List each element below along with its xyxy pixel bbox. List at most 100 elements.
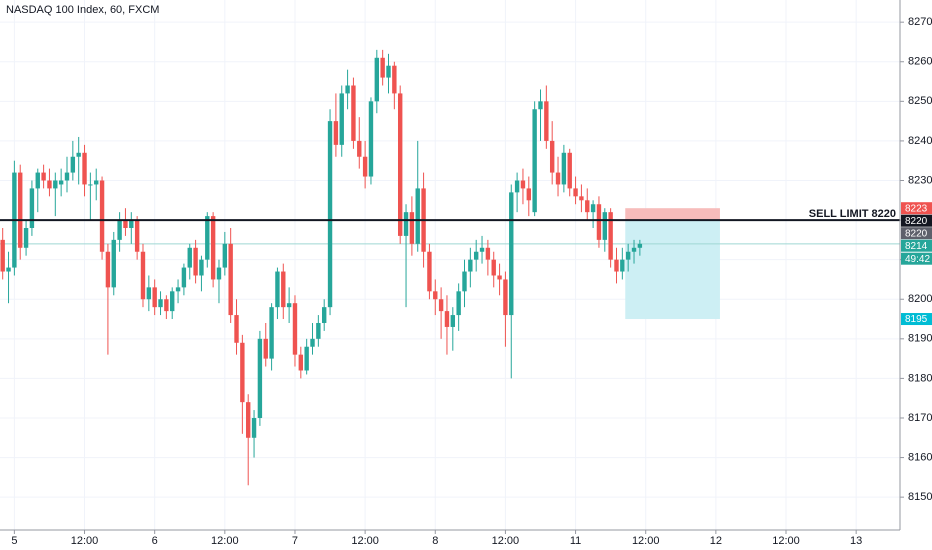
candle-body xyxy=(497,275,502,280)
candle-body xyxy=(304,346,309,371)
candle-body xyxy=(468,259,473,272)
candle-body xyxy=(567,152,572,189)
price-label: 8195 xyxy=(905,314,928,325)
candle-body xyxy=(99,180,105,252)
candle-body xyxy=(485,247,491,260)
plot-area: SELL LIMIT 8220 xyxy=(0,49,900,486)
x-tick-label: 11 xyxy=(570,535,581,547)
candle-body xyxy=(275,271,280,308)
price-label-box xyxy=(901,214,932,227)
countdown-box xyxy=(901,252,932,265)
candle-body xyxy=(41,172,46,181)
x-tick-label: 12:00 xyxy=(772,535,800,547)
candle-body xyxy=(322,307,327,323)
candle-body xyxy=(82,152,87,185)
y-tick-label: 8240 xyxy=(908,135,932,147)
candle-body xyxy=(444,311,450,327)
y-tick-label: 8180 xyxy=(908,372,932,384)
candle-body xyxy=(392,65,397,94)
candle-body xyxy=(129,220,134,228)
candle-body xyxy=(579,196,584,201)
candle-body xyxy=(409,212,415,244)
candle-body xyxy=(362,156,368,177)
candle-body xyxy=(88,184,93,186)
y-tick-label: 8230 xyxy=(908,174,932,186)
candle-body xyxy=(146,287,152,300)
candle-body xyxy=(170,291,175,312)
candle-body xyxy=(380,57,385,78)
candle-body xyxy=(596,204,602,240)
candle-body xyxy=(532,109,537,213)
candle-body xyxy=(310,338,315,347)
x-tick-label: 12 xyxy=(710,535,722,547)
y-tick-label: 8160 xyxy=(908,451,932,463)
candle-body xyxy=(0,239,5,272)
candle-body xyxy=(479,247,485,252)
candle-body xyxy=(509,192,514,316)
candle-body xyxy=(614,259,619,272)
candle-body xyxy=(251,417,257,438)
candle-body xyxy=(29,188,35,228)
stop-zone xyxy=(625,208,720,221)
y-tick-label: 8200 xyxy=(908,293,932,305)
y-tick-label: 8150 xyxy=(908,491,932,503)
x-tick-label: 5 xyxy=(11,535,17,547)
candle-body xyxy=(117,220,122,240)
price-label-box xyxy=(901,313,932,326)
candle-body xyxy=(47,180,52,189)
candle-body xyxy=(292,303,298,355)
x-tick-label: 12:00 xyxy=(71,535,99,547)
candle-body xyxy=(269,307,274,359)
candle-body xyxy=(503,279,508,316)
candle-body xyxy=(538,101,543,110)
candle-body xyxy=(403,212,409,236)
candle-body xyxy=(263,338,268,359)
candle-body xyxy=(456,291,461,316)
candle-body xyxy=(386,65,391,78)
candle-body xyxy=(491,259,496,276)
candle-body xyxy=(549,140,555,173)
candle-body xyxy=(152,287,157,308)
candle-body xyxy=(257,338,263,418)
price-label-box xyxy=(901,202,932,215)
candle-body xyxy=(281,271,286,308)
x-tick-label: 12:00 xyxy=(632,535,660,547)
candle-body xyxy=(210,216,216,280)
candle-body xyxy=(23,227,29,248)
candle-body xyxy=(462,271,467,292)
candle-body xyxy=(58,180,64,185)
x-tick-label: 6 xyxy=(152,535,158,547)
candle-body xyxy=(345,85,350,94)
candle-body xyxy=(234,315,239,343)
candle-body xyxy=(123,220,128,228)
candle-body xyxy=(368,101,374,177)
candle-body xyxy=(316,322,321,339)
candle-body xyxy=(18,172,23,248)
x-tick-label: 7 xyxy=(292,535,298,547)
candle-body xyxy=(514,180,520,193)
countdown: 49:42 xyxy=(905,254,930,265)
candle-body xyxy=(240,342,245,403)
candle-body xyxy=(187,247,192,268)
chart-title: NASDAQ 100 Index, 60, FXCM xyxy=(6,4,159,16)
candle-body xyxy=(53,180,58,189)
candle-body xyxy=(438,299,444,312)
candle-body xyxy=(625,251,631,260)
candle-body xyxy=(158,299,163,308)
candle-body xyxy=(585,200,590,213)
candle-body xyxy=(286,303,292,308)
candle-body xyxy=(228,243,233,316)
candle-body xyxy=(339,93,344,145)
candle-body xyxy=(573,188,578,197)
candle-body xyxy=(111,239,116,288)
candle-body xyxy=(181,267,187,288)
y-tick-label: 8270 xyxy=(908,16,932,28)
candle-body xyxy=(134,220,140,252)
candle-body xyxy=(357,140,362,157)
candle-body xyxy=(351,85,356,141)
candle-body xyxy=(374,57,380,102)
candle-body xyxy=(544,101,549,141)
candle-body xyxy=(427,251,432,292)
